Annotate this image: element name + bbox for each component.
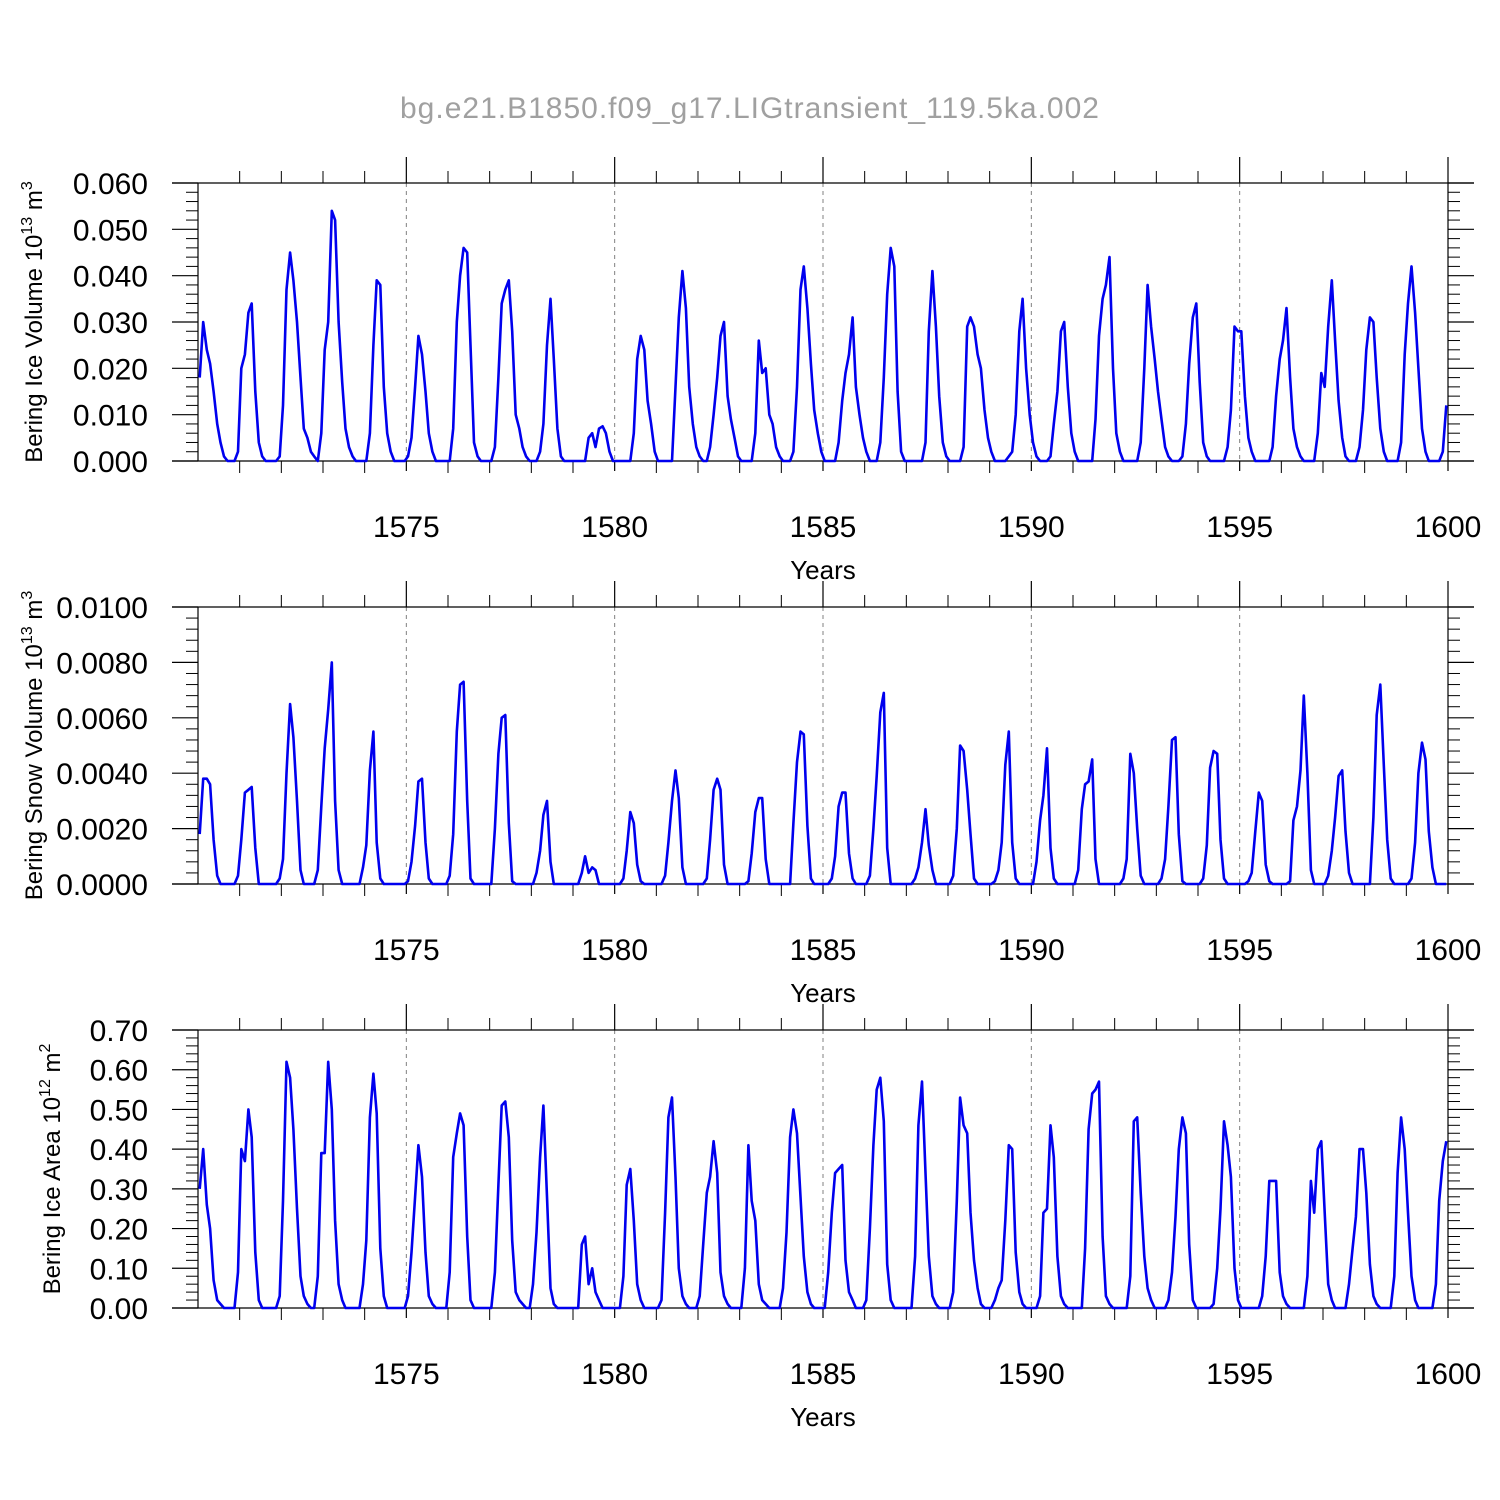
x-tick-label: 1585	[790, 1358, 857, 1391]
series-line	[198, 1060, 1448, 1310]
y-tick-label: 0.30	[90, 1174, 148, 1207]
series-line	[198, 661, 1447, 886]
y-tick-label: 0.0020	[56, 814, 148, 847]
y-axis-label-unit: m	[39, 1052, 66, 1079]
y-tick-label: 0.010	[73, 400, 148, 433]
x-tick-label: 1600	[1415, 934, 1482, 967]
y-tick-label: 0.050	[73, 214, 148, 247]
x-axis-label: Years	[790, 978, 856, 1008]
x-tick-label: 1590	[998, 1358, 1065, 1391]
y-axis-label-main: Bering Ice Volume 10	[21, 235, 48, 463]
x-tick-label: 1575	[373, 511, 440, 544]
x-axis-label: Years	[790, 1402, 856, 1432]
y-tick-label: 0.060	[73, 168, 148, 201]
x-tick-label: 1590	[998, 934, 1065, 967]
y-axis-label: Bering Snow Volume 1013 m3	[19, 591, 48, 901]
x-tick-label: 1580	[581, 934, 648, 967]
y-tick-label: 0.0000	[56, 869, 148, 902]
y-axis-label: Bering Ice Area 1012 m2	[37, 1043, 66, 1294]
panel-snow-volume: 1575 1580 1585 1590 1595 1600 0.0000 0.0020 0.00…	[19, 581, 1481, 1008]
y-axis-label-exponent: 13	[19, 217, 36, 235]
y-tick-label: 0.0040	[56, 758, 148, 791]
y-tick-label: 0.60	[90, 1055, 148, 1088]
x-tick-label: 1595	[1206, 511, 1273, 544]
panel-ice-area: 1575 1580 1585 1590 1595 1600 0.00 0.10 0.20 0.30…	[37, 1004, 1481, 1432]
x-tick-label: 1585	[790, 934, 857, 967]
x-tick-label: 1595	[1206, 934, 1273, 967]
y-axis-label-unit-exponent: 3	[19, 591, 36, 600]
x-tick-label: 1580	[581, 1358, 648, 1391]
x-tick-label: 1600	[1415, 511, 1482, 544]
y-tick-label: 0.20	[90, 1214, 148, 1247]
y-axis-label-main: Bering Snow Volume 10	[21, 644, 48, 900]
y-axis-label-unit: m	[21, 600, 48, 627]
y-tick-label: 0.50	[90, 1094, 148, 1127]
y-axis-label: Bering Ice Volume 1013 m3	[19, 181, 48, 463]
y-axis-label-exponent: 12	[37, 1079, 54, 1097]
x-tick-label: 1575	[373, 1358, 440, 1391]
x-axis-label: Years	[790, 555, 856, 585]
x-tick-label: 1600	[1415, 1358, 1482, 1391]
y-tick-label: 0.0060	[56, 703, 148, 736]
y-axis-label-main: Bering Ice Area 10	[39, 1097, 66, 1294]
y-axis-label-unit-exponent: 2	[37, 1043, 54, 1052]
x-tick-label: 1575	[373, 934, 440, 967]
x-tick-label: 1585	[790, 511, 857, 544]
y-tick-label: 0.020	[73, 353, 148, 386]
y-tick-label: 0.00	[90, 1293, 148, 1326]
y-tick-label: 0.0080	[56, 647, 148, 680]
y-axis-label-exponent: 13	[19, 626, 36, 644]
chart-title: bg.e21.B1850.f09_g17.LIGtransient_119.5k…	[400, 92, 1100, 125]
y-tick-label: 0.030	[73, 307, 148, 340]
series-line	[198, 209, 1448, 463]
x-tick-label: 1595	[1206, 1358, 1273, 1391]
x-tick-label: 1580	[581, 511, 648, 544]
y-tick-label: 0.10	[90, 1253, 148, 1286]
y-axis-label-unit-exponent: 3	[19, 181, 36, 190]
y-tick-label: 0.40	[90, 1134, 148, 1167]
panel-ice-volume: 1575 1580 1585 1590 1595 1600 0.000 0.010 0.020 0…	[19, 157, 1481, 585]
y-axis-label-unit: m	[21, 190, 48, 217]
y-tick-label: 0.040	[73, 261, 148, 294]
x-tick-label: 1590	[998, 511, 1065, 544]
y-tick-label: 0.000	[73, 446, 148, 479]
y-tick-label: 0.70	[90, 1015, 148, 1048]
y-tick-label: 0.0100	[56, 592, 148, 625]
